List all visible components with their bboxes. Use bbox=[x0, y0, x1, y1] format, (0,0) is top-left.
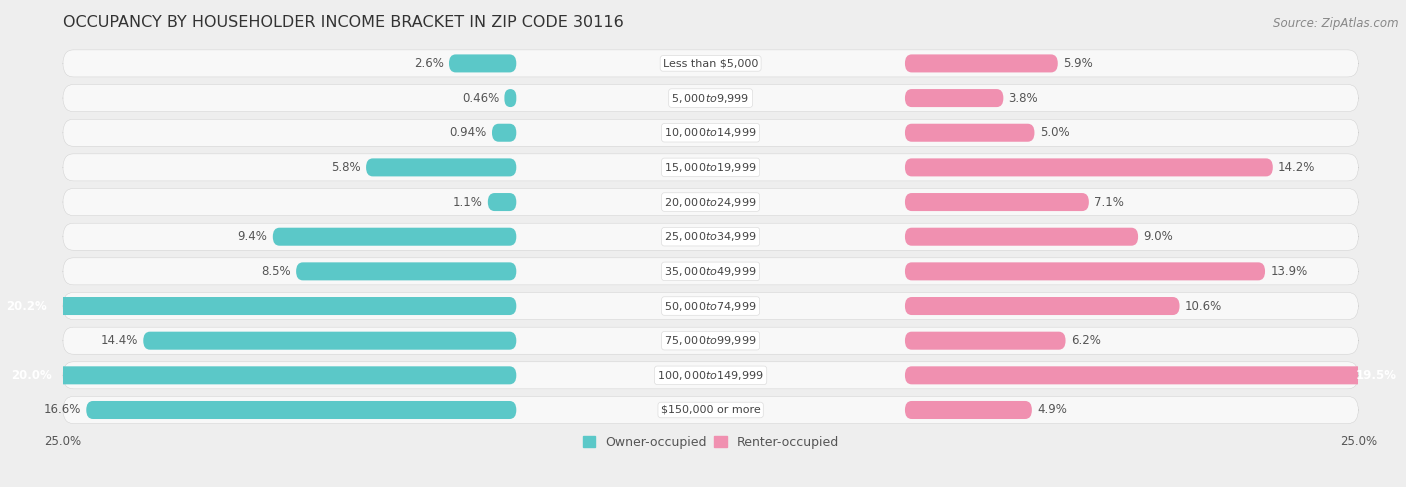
Text: $50,000 to $74,999: $50,000 to $74,999 bbox=[665, 300, 756, 313]
Text: 0.46%: 0.46% bbox=[463, 92, 499, 105]
FancyBboxPatch shape bbox=[0, 366, 516, 384]
FancyBboxPatch shape bbox=[905, 158, 1272, 176]
Text: 3.8%: 3.8% bbox=[1008, 92, 1038, 105]
FancyBboxPatch shape bbox=[63, 327, 1358, 354]
FancyBboxPatch shape bbox=[905, 401, 1032, 419]
Text: Source: ZipAtlas.com: Source: ZipAtlas.com bbox=[1274, 17, 1399, 30]
Text: 1.1%: 1.1% bbox=[453, 196, 482, 208]
FancyBboxPatch shape bbox=[905, 297, 1180, 315]
FancyBboxPatch shape bbox=[905, 55, 1057, 73]
FancyBboxPatch shape bbox=[63, 119, 1358, 146]
Text: Less than $5,000: Less than $5,000 bbox=[664, 58, 758, 68]
FancyBboxPatch shape bbox=[63, 362, 1358, 389]
Text: $75,000 to $99,999: $75,000 to $99,999 bbox=[665, 334, 756, 347]
FancyBboxPatch shape bbox=[492, 124, 516, 142]
Legend: Owner-occupied, Renter-occupied: Owner-occupied, Renter-occupied bbox=[578, 431, 844, 454]
FancyBboxPatch shape bbox=[905, 124, 1035, 142]
Text: 5.0%: 5.0% bbox=[1039, 126, 1070, 139]
Text: 2.6%: 2.6% bbox=[413, 57, 444, 70]
Text: 5.9%: 5.9% bbox=[1063, 57, 1092, 70]
FancyBboxPatch shape bbox=[63, 188, 1358, 216]
Text: $150,000 or more: $150,000 or more bbox=[661, 405, 761, 415]
Text: $20,000 to $24,999: $20,000 to $24,999 bbox=[665, 196, 756, 208]
FancyBboxPatch shape bbox=[0, 297, 516, 315]
Text: 20.0%: 20.0% bbox=[11, 369, 52, 382]
Text: 9.0%: 9.0% bbox=[1143, 230, 1173, 243]
FancyBboxPatch shape bbox=[366, 158, 516, 176]
FancyBboxPatch shape bbox=[905, 193, 1088, 211]
Text: 16.6%: 16.6% bbox=[44, 404, 82, 416]
FancyBboxPatch shape bbox=[905, 262, 1265, 281]
FancyBboxPatch shape bbox=[63, 85, 1358, 112]
Text: $25,000 to $34,999: $25,000 to $34,999 bbox=[665, 230, 756, 243]
FancyBboxPatch shape bbox=[488, 193, 516, 211]
FancyBboxPatch shape bbox=[63, 223, 1358, 250]
Text: 14.2%: 14.2% bbox=[1278, 161, 1316, 174]
Text: 20.2%: 20.2% bbox=[6, 300, 46, 313]
Text: 14.4%: 14.4% bbox=[101, 334, 138, 347]
FancyBboxPatch shape bbox=[905, 366, 1406, 384]
Text: 8.5%: 8.5% bbox=[262, 265, 291, 278]
FancyBboxPatch shape bbox=[297, 262, 516, 281]
Text: $10,000 to $14,999: $10,000 to $14,999 bbox=[665, 126, 756, 139]
FancyBboxPatch shape bbox=[905, 89, 1004, 107]
FancyBboxPatch shape bbox=[449, 55, 516, 73]
Text: 13.9%: 13.9% bbox=[1270, 265, 1308, 278]
FancyBboxPatch shape bbox=[273, 228, 516, 246]
Text: 6.2%: 6.2% bbox=[1071, 334, 1101, 347]
FancyBboxPatch shape bbox=[63, 258, 1358, 285]
FancyBboxPatch shape bbox=[63, 293, 1358, 319]
Text: 5.8%: 5.8% bbox=[332, 161, 361, 174]
Text: 0.94%: 0.94% bbox=[450, 126, 486, 139]
Text: 19.5%: 19.5% bbox=[1357, 369, 1398, 382]
FancyBboxPatch shape bbox=[63, 396, 1358, 424]
FancyBboxPatch shape bbox=[905, 228, 1137, 246]
FancyBboxPatch shape bbox=[63, 50, 1358, 77]
Text: $5,000 to $9,999: $5,000 to $9,999 bbox=[672, 92, 749, 105]
FancyBboxPatch shape bbox=[86, 401, 516, 419]
FancyBboxPatch shape bbox=[63, 154, 1358, 181]
Text: 9.4%: 9.4% bbox=[238, 230, 267, 243]
Text: OCCUPANCY BY HOUSEHOLDER INCOME BRACKET IN ZIP CODE 30116: OCCUPANCY BY HOUSEHOLDER INCOME BRACKET … bbox=[63, 15, 624, 30]
Text: $15,000 to $19,999: $15,000 to $19,999 bbox=[665, 161, 756, 174]
Text: 7.1%: 7.1% bbox=[1094, 196, 1123, 208]
Text: $35,000 to $49,999: $35,000 to $49,999 bbox=[665, 265, 756, 278]
Text: $100,000 to $149,999: $100,000 to $149,999 bbox=[658, 369, 763, 382]
Text: 4.9%: 4.9% bbox=[1038, 404, 1067, 416]
Text: 10.6%: 10.6% bbox=[1185, 300, 1222, 313]
FancyBboxPatch shape bbox=[143, 332, 516, 350]
FancyBboxPatch shape bbox=[905, 332, 1066, 350]
FancyBboxPatch shape bbox=[505, 89, 516, 107]
